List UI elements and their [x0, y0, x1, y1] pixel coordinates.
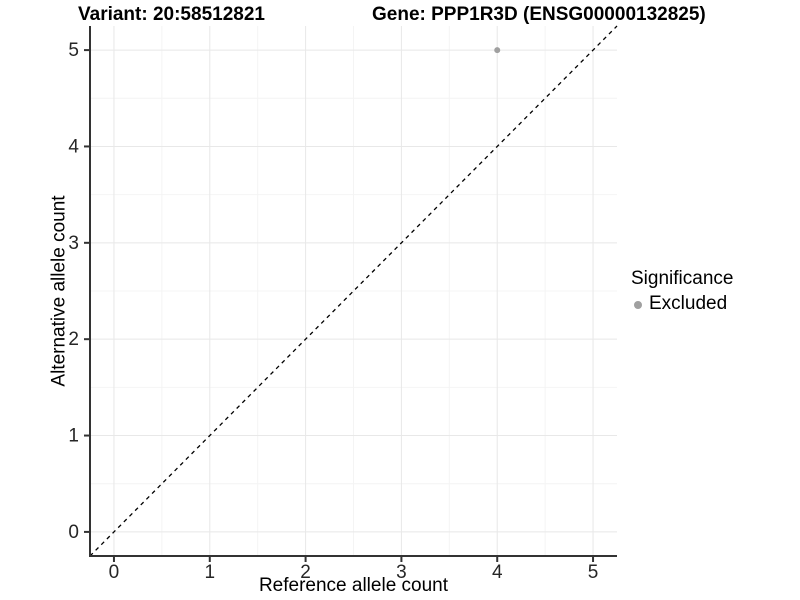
- y-axis-title: Alternative allele count: [48, 195, 70, 387]
- x-tick-label: 3: [396, 562, 407, 583]
- x-tick-label: 2: [300, 562, 311, 583]
- legend: Significance Excluded: [631, 268, 733, 316]
- legend-item-excluded: Excluded: [631, 293, 733, 316]
- y-tick-label: 5: [68, 40, 79, 61]
- y-tick-label: 1: [68, 426, 79, 447]
- legend-title: Significance: [631, 268, 734, 289]
- chart-title-variant: Variant: 20:58512821: [78, 4, 265, 25]
- y-tick-label: 3: [68, 233, 79, 254]
- y-tick-label: 4: [68, 136, 79, 157]
- x-tick-label: 0: [109, 562, 120, 583]
- x-axis-title: Reference allele count: [258, 575, 449, 596]
- y-tick-label: 2: [68, 329, 79, 350]
- data-point: [494, 47, 501, 54]
- x-tick-label: 1: [204, 562, 215, 583]
- legend-item-label: Excluded: [649, 292, 728, 314]
- x-tick-label: 5: [588, 562, 599, 583]
- x-tick-label: 4: [492, 562, 503, 583]
- chart-title-gene: Gene: PPP1R3D (ENSG00000132825): [372, 4, 706, 25]
- legend-point-icon: [634, 301, 642, 310]
- y-tick-label: 0: [68, 522, 79, 543]
